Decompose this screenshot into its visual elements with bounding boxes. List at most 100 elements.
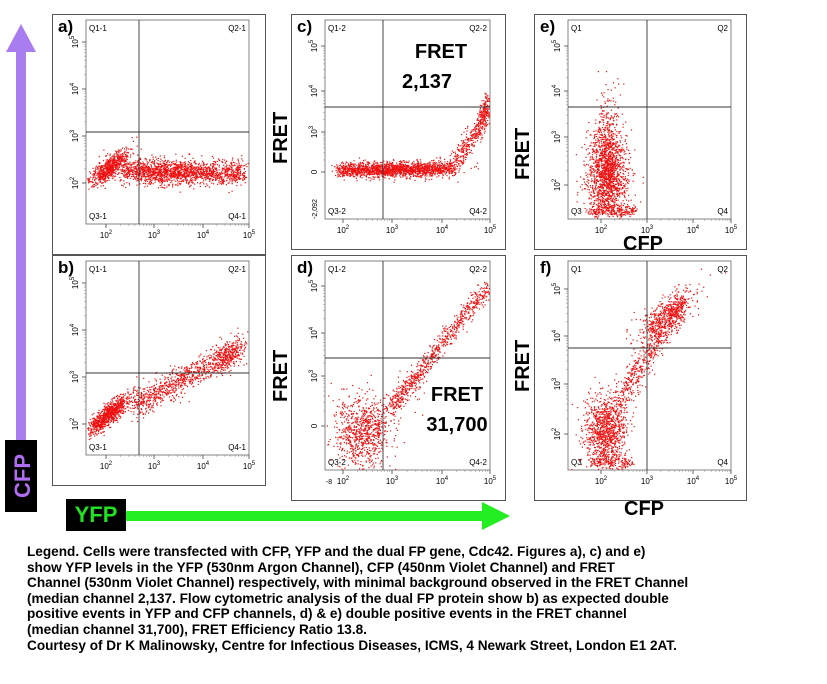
event-dot (168, 385, 170, 388)
event-dot (102, 423, 104, 425)
event-dot (238, 168, 240, 170)
event-dot (178, 170, 180, 172)
event-dot (193, 188, 195, 190)
event-dot (144, 180, 147, 182)
event-dot (116, 151, 118, 153)
event-dot (113, 408, 116, 410)
event-dot (98, 156, 100, 158)
event-dot (201, 362, 203, 364)
event-dot (173, 379, 175, 382)
event-dot (104, 426, 106, 428)
event-dot (177, 378, 179, 380)
event-dot (148, 381, 150, 383)
event-dot (187, 371, 189, 373)
event-dot (214, 365, 216, 367)
event-dot (224, 359, 226, 361)
event-dot (179, 184, 181, 186)
event-dot (177, 181, 179, 183)
event-dot (206, 167, 208, 170)
event-dot (89, 424, 91, 426)
event-dot (166, 388, 168, 390)
event-dot (112, 177, 114, 180)
event-dot (214, 359, 216, 361)
event-dot (103, 412, 105, 414)
event-dot (208, 168, 211, 170)
event-dot (101, 175, 103, 177)
event-dot (148, 178, 150, 180)
event-dot (136, 174, 138, 176)
event-dot (218, 367, 220, 370)
event-dot (140, 180, 142, 182)
event-dot (106, 407, 108, 410)
event-dot (155, 167, 157, 169)
event-dot (125, 400, 127, 402)
event-dot (137, 403, 139, 405)
event-dot (129, 184, 131, 186)
event-dot (105, 164, 107, 166)
event-dot (118, 167, 120, 169)
event-dot (185, 166, 187, 168)
event-dot (183, 384, 185, 386)
event-dot (185, 170, 187, 172)
event-dot (231, 169, 234, 171)
event-dot (144, 164, 146, 166)
event-dot (136, 178, 138, 180)
event-dot (231, 183, 233, 185)
event-dot (202, 162, 204, 164)
event-dot (192, 179, 194, 181)
event-dot (192, 174, 195, 177)
event-dot (234, 348, 237, 350)
event-dot (126, 154, 128, 156)
event-dot (125, 163, 127, 166)
event-dot (166, 384, 168, 386)
event-dot (161, 172, 163, 174)
event-dot (153, 174, 155, 176)
event-dot (146, 164, 148, 166)
event-dot (211, 155, 213, 157)
event-dot (179, 375, 181, 377)
event-dot (179, 170, 181, 172)
event-dot (166, 172, 168, 174)
event-dot (155, 178, 157, 181)
event-dot (137, 177, 139, 179)
event-dot (125, 146, 127, 148)
event-dot (185, 181, 187, 183)
event-dot (108, 423, 110, 425)
event-dot (117, 410, 119, 412)
event-dot (235, 179, 237, 181)
event-dot (219, 355, 221, 357)
event-dot (337, 168, 339, 170)
event-dot (195, 377, 197, 379)
event-dot (215, 358, 217, 360)
event-dot (120, 169, 122, 171)
event-dot (219, 355, 221, 358)
event-dot (159, 390, 161, 392)
event-dot (100, 170, 102, 172)
event-dot (218, 169, 220, 171)
event-dot (106, 412, 108, 414)
event-dot (150, 391, 152, 393)
event-dot (195, 168, 197, 170)
event-dot (148, 391, 150, 393)
event-dot (150, 386, 152, 388)
event-dot (126, 152, 128, 154)
event-dot (223, 357, 225, 359)
event-dot (175, 169, 177, 172)
event-dot (238, 355, 241, 357)
event-dot (173, 163, 175, 165)
event-dot (160, 176, 163, 179)
event-dot (207, 368, 209, 370)
event-dot (103, 424, 105, 426)
event-dot (157, 166, 159, 168)
event-dot (176, 175, 178, 177)
event-dot (134, 406, 137, 408)
event-dot (198, 374, 200, 376)
event-dot (117, 173, 119, 175)
event-dot (157, 172, 159, 174)
event-dot (125, 408, 127, 410)
event-dot (124, 408, 126, 410)
event-dot (183, 166, 185, 168)
event-dot (174, 365, 176, 367)
event-dot (239, 165, 242, 167)
event-dot (242, 180, 244, 182)
